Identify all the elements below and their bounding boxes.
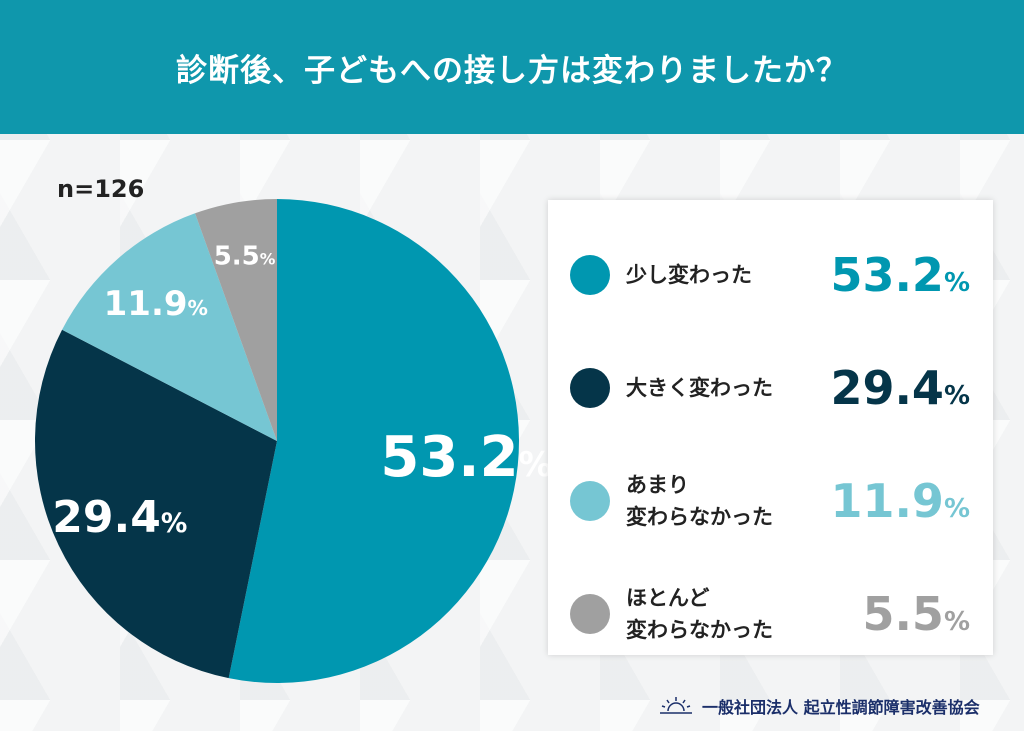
legend: 少し変わった 53.2% 大きく変わった 29.4% あまり 変わらなかった 11.9% ほ…: [548, 200, 993, 655]
pie-slice: [34, 329, 277, 679]
pie-slice: [62, 213, 277, 441]
legend-dot: [570, 255, 610, 295]
footer: 一般社団法人 起立性調節障害改善協会: [658, 694, 980, 718]
pie-slice: [195, 199, 277, 441]
legend-value: 5.5%: [862, 587, 970, 641]
legend-item: 大きく変わった 29.4%: [570, 348, 970, 428]
legend-value: 53.2%: [830, 248, 970, 302]
legend-dot: [570, 594, 610, 634]
legend-label: ほとんど 変わらなかった: [626, 586, 773, 642]
pie-chart: 53.2%29.4%11.9%5.5%: [34, 199, 552, 683]
legend-item: 少し変わった 53.2%: [570, 235, 970, 315]
org-name: 一般社団法人 起立性調節障害改善協会: [702, 698, 980, 717]
legend-item: ほとんど 変わらなかった 5.5%: [570, 574, 970, 654]
legend-label: あまり 変わらなかった: [626, 473, 773, 529]
legend-value: 29.4%: [830, 361, 970, 415]
legend-label: 少し変わった: [626, 263, 752, 287]
legend-dot: [570, 481, 610, 521]
legend-item: あまり 変わらなかった 11.9%: [570, 461, 970, 541]
legend-label: 大きく変わった: [626, 376, 773, 400]
page-title: 診断後、子どもへの接し方は変わりましたか？: [0, 0, 1024, 134]
legend-value: 11.9%: [830, 474, 970, 528]
sunrise-logo-icon: [660, 697, 692, 714]
sample-size: n=126: [57, 175, 145, 203]
legend-dot: [570, 368, 610, 408]
slice-label: 53.2%: [380, 425, 552, 490]
pie-slice: [228, 199, 520, 683]
